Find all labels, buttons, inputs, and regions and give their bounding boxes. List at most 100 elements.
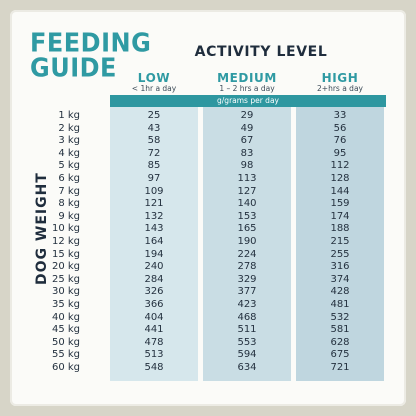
weight-cell: 25 kg (51, 273, 80, 285)
weight-cell: 3 kg (58, 135, 80, 147)
high-value-cell: 675 (330, 349, 350, 361)
low-column-band (110, 107, 198, 381)
high-value-cell: 112 (330, 160, 350, 172)
low-value-cell: 240 (144, 261, 164, 273)
high-value-cell: 144 (330, 185, 350, 197)
low-value-cell: 164 (144, 236, 164, 247)
weight-cell: 30 kg (51, 286, 80, 298)
weight-cell: 12 kg (51, 236, 80, 247)
level-header-medium: MEDIUM 1 – 2 hrs a day (203, 72, 291, 94)
medium-value-cell: 423 (237, 299, 257, 310)
table-row: 2 kg 43 49 56 (0, 123, 396, 135)
activity-level-heading: ACTIVITY LEVEL (194, 44, 328, 60)
low-value-cell: 513 (144, 349, 164, 361)
table-row: 5 kg 85 98 112 (0, 160, 396, 172)
medium-value-cell: 278 (237, 261, 257, 273)
weight-cell: 2 kg (58, 122, 80, 134)
high-value-cell: 188 (330, 223, 350, 235)
low-value-cell: 404 (144, 311, 164, 323)
weight-cell: 10 kg (51, 223, 80, 235)
table-row: 7 kg 109 127 144 (0, 186, 396, 198)
low-value-cell: 548 (144, 362, 164, 373)
medium-column-band (203, 107, 291, 381)
medium-value-cell: 49 (240, 122, 254, 134)
high-value-cell: 128 (330, 173, 350, 184)
high-value-cell: 481 (330, 299, 350, 310)
low-value-cell: 284 (144, 273, 164, 285)
high-value-cell: 56 (333, 122, 347, 134)
table-row: 20 kg 240 278 316 (0, 261, 396, 273)
low-value-cell: 109 (144, 185, 164, 197)
level-header-high: HIGH 2+hrs a day (296, 72, 384, 94)
high-value-cell: 76 (333, 135, 347, 147)
low-value-cell: 72 (147, 147, 161, 159)
table-row: 50 kg 478 553 628 (0, 337, 396, 349)
page-title: FEEDING GUIDE (30, 27, 152, 81)
table-row: 10 kg 143 165 188 (0, 223, 396, 235)
table-row: 12 kg 164 190 215 (0, 236, 396, 248)
medium-value-cell: 553 (237, 336, 257, 348)
high-value-cell: 159 (330, 198, 350, 210)
high-value-cell: 215 (330, 236, 350, 247)
weight-cell: 35 kg (51, 299, 80, 310)
weight-cell: 50 kg (51, 336, 80, 348)
low-value-cell: 121 (144, 198, 164, 210)
level-description: 1 – 2 hrs a day (219, 84, 275, 93)
table-row: 55 kg 513 594 675 (0, 349, 396, 361)
medium-value-cell: 511 (237, 324, 257, 336)
table-row: 35 kg 366 423 481 (0, 299, 396, 311)
weight-cell: 60 kg (51, 362, 80, 373)
low-value-cell: 97 (147, 173, 161, 184)
weight-cell: 8 kg (58, 198, 80, 210)
medium-value-cell: 153 (237, 210, 257, 222)
low-value-cell: 194 (144, 248, 164, 260)
medium-value-cell: 140 (237, 198, 257, 210)
weight-cell: 40 kg (51, 311, 80, 323)
weight-cell: 55 kg (51, 349, 80, 361)
table-row: 45 kg 441 511 581 (0, 324, 396, 336)
level-description: 2+hrs a day (317, 84, 363, 93)
low-value-cell: 85 (147, 160, 161, 172)
medium-value-cell: 190 (237, 236, 257, 247)
high-value-cell: 428 (330, 286, 350, 298)
high-value-cell: 721 (330, 362, 350, 373)
high-value-cell: 33 (333, 110, 347, 121)
weight-cell: 5 kg (58, 160, 80, 172)
medium-value-cell: 127 (237, 185, 257, 197)
table-row: 30 kg 326 377 428 (0, 286, 396, 298)
level-name: MEDIUM (217, 71, 277, 85)
table-row: 15 kg 194 224 255 (0, 249, 396, 261)
medium-value-cell: 634 (237, 362, 257, 373)
medium-value-cell: 83 (240, 147, 254, 159)
medium-value-cell: 377 (237, 286, 257, 298)
low-value-cell: 478 (144, 336, 164, 348)
high-value-cell: 316 (330, 261, 350, 273)
level-name: LOW (137, 71, 171, 85)
low-value-cell: 143 (144, 223, 164, 235)
low-value-cell: 366 (144, 299, 164, 310)
weight-cell: 7 kg (58, 185, 80, 197)
table-row: 1 kg 25 29 33 (0, 110, 396, 122)
level-name: HIGH (321, 71, 359, 85)
weight-cell: 9 kg (58, 210, 80, 222)
medium-value-cell: 224 (237, 248, 257, 260)
table-row: 6 kg 97 113 128 (0, 173, 396, 185)
weight-cell: 15 kg (51, 248, 80, 260)
weight-cell: 4 kg (58, 147, 80, 159)
high-value-cell: 532 (330, 311, 350, 323)
table-row: 60 kg 548 634 721 (0, 362, 396, 374)
low-value-cell: 132 (144, 210, 164, 222)
table-row: 8 kg 121 140 159 (0, 198, 396, 210)
table-row: 4 kg 72 83 95 (0, 148, 396, 160)
weight-cell: 1 kg (58, 110, 80, 121)
weight-cell: 20 kg (51, 261, 80, 273)
weight-cell: 45 kg (51, 324, 80, 336)
table-row: 40 kg 404 468 532 (0, 312, 396, 324)
medium-value-cell: 594 (237, 349, 257, 361)
high-column-band (296, 107, 384, 381)
title-line-1: FEEDING (30, 27, 152, 59)
table-row: 9 kg 132 153 174 (0, 211, 396, 223)
table-row: 3 kg 58 67 76 (0, 135, 396, 147)
medium-value-cell: 468 (237, 311, 257, 323)
high-value-cell: 174 (330, 210, 350, 222)
